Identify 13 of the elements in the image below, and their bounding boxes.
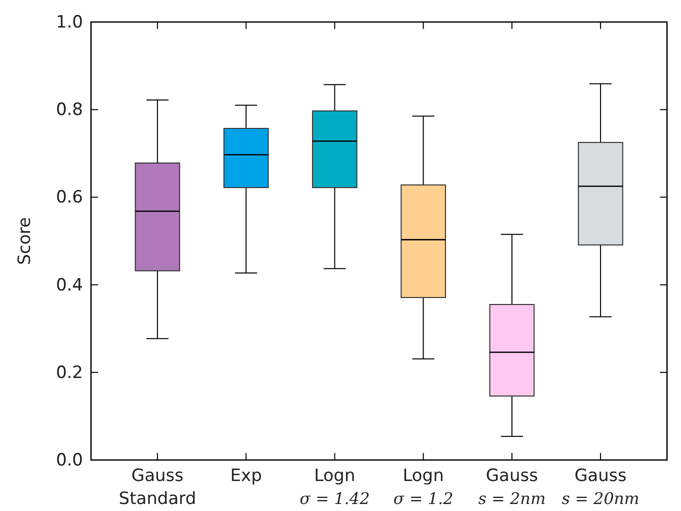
x-tick-label: Gauss Standard (118, 466, 196, 509)
y-tick-label: 1.0 (56, 12, 83, 32)
y-tick-label: 0.6 (56, 188, 83, 208)
x-tick-label: Logn σ = 1.42 (300, 466, 370, 508)
x-tick-label: Gauss s = 2nm (478, 466, 546, 508)
y-axis-title: Score (15, 217, 35, 265)
x-tick-label: Gauss s = 20nm (562, 466, 640, 508)
y-tick-label: 0.4 (56, 275, 83, 296)
y-tick-label: 0.8 (56, 100, 83, 120)
x-tick-label: Logn σ = 1.2 (393, 466, 454, 508)
x-tick-label: Exp (230, 466, 262, 486)
y-tick-label: 0.2 (56, 362, 83, 383)
y-tick-label: 0.0 (56, 450, 83, 470)
